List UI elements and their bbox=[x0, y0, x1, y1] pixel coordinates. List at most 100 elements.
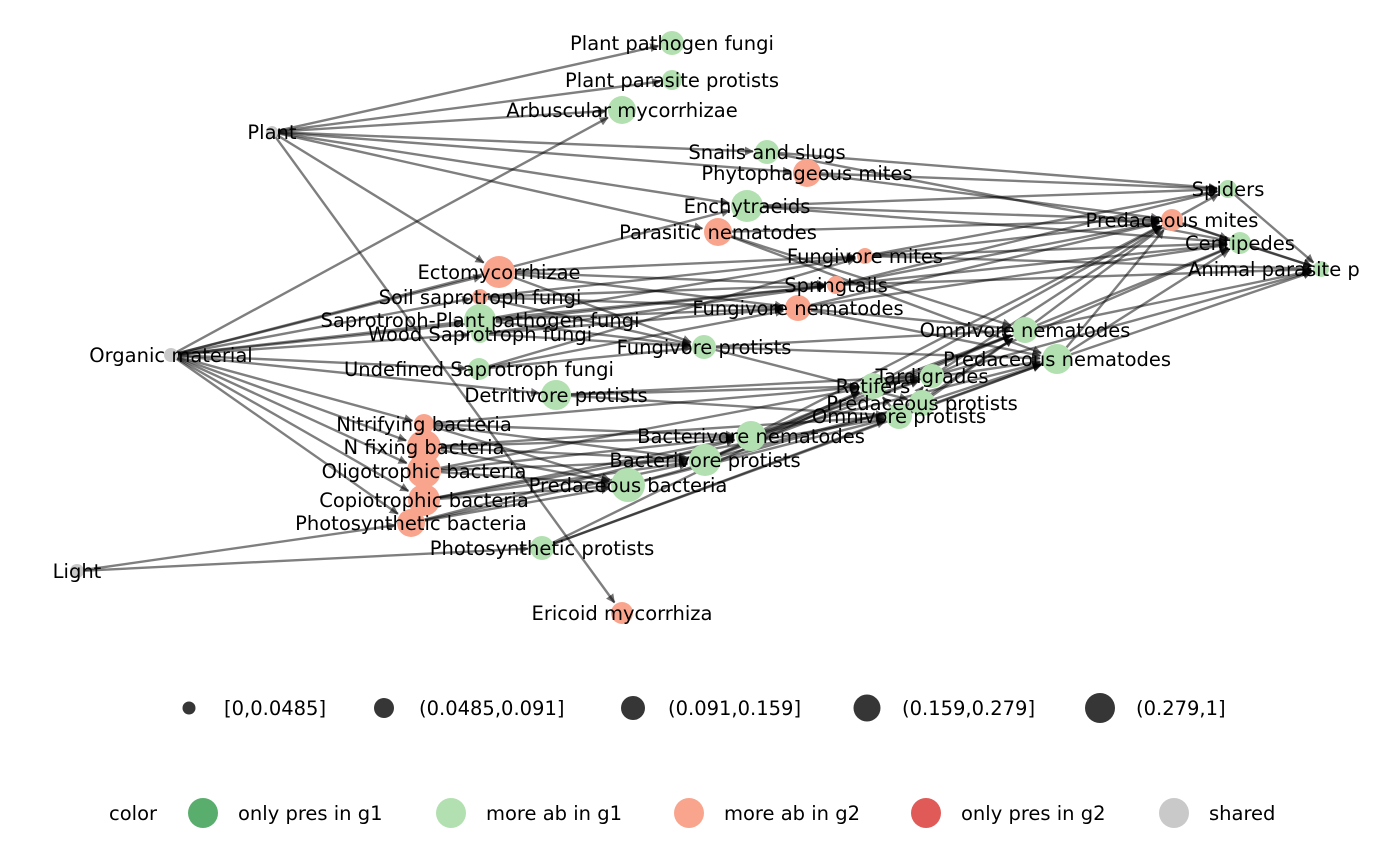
node-spiders bbox=[1219, 180, 1237, 198]
size-legend: [0,0.0485] (0.0485,0.091] (0.091,0.159] … bbox=[182, 693, 1226, 723]
node-ectomycorrhizae bbox=[483, 256, 515, 288]
node-label-photosynthetic_protists: Photosynthetic protists bbox=[430, 537, 655, 560]
node-label-copiotrophic_bacteria: Copiotrophic bacteria bbox=[319, 489, 529, 512]
color-legend-key-more-ab-g1 bbox=[436, 798, 466, 828]
node-n_fixing_bacteria bbox=[407, 430, 441, 464]
node-predaceous_mites bbox=[1161, 209, 1183, 231]
node-label-nitrifying_bacteria: Nitrifying bacteria bbox=[336, 413, 512, 436]
edge-rotifers-to-predaceous_mites bbox=[883, 225, 1162, 381]
edge-plant-to-arbuscular_mycorrhizae bbox=[277, 107, 607, 133]
size-legend-dot-1 bbox=[182, 701, 196, 715]
edge-plant-to-enchytraeids bbox=[277, 131, 731, 207]
node-label-organic_material: Organic material bbox=[89, 344, 252, 367]
node-oligotrophic_bacteria bbox=[407, 454, 441, 488]
edge-plant-to-ectomycorrhizae bbox=[276, 134, 485, 264]
edge-parasitic_nematodes-to-omnivore_nematodes bbox=[730, 235, 1012, 328]
node-label-omnivore_nematodes: Omnivore nematodes bbox=[920, 319, 1131, 342]
edge-predaceous_bacteria-to-predaceous_protists bbox=[644, 404, 909, 482]
size-legend-label-5: (0.279,1] bbox=[1136, 697, 1226, 720]
node-parasitic_nematodes bbox=[704, 218, 732, 246]
edge-organic_material-to-oligotrophic_bacteria bbox=[176, 356, 408, 465]
node-nitrifying_bacteria bbox=[414, 414, 434, 434]
edge-oligotrophic_bacteria-to-predaceous_bacteria bbox=[440, 471, 610, 488]
node-bacterivore_protists bbox=[689, 444, 721, 476]
edge-fungivore_nematodes-to-omnivore_nematodes bbox=[810, 308, 1011, 333]
node-label-wood_saprotroph_fungi: Wood Saprotroph fungi bbox=[368, 323, 592, 346]
edge-fungivore_mites-to-predaceous_mites bbox=[872, 217, 1160, 257]
color-legend-key-more-ab-g2 bbox=[674, 798, 704, 828]
edge-predaceous_bacteria-to-omnivore_protists bbox=[644, 417, 886, 482]
node-label-predaceous_nematodes: Predaceous nematodes bbox=[943, 348, 1171, 371]
edge-plant-to-phytophageous_mites bbox=[277, 131, 792, 176]
size-legend-dot-5 bbox=[1085, 693, 1115, 723]
edge-organic_material-to-photosynthetic_bacteria bbox=[176, 358, 399, 515]
edge-saprotroph_plant_pathogen_fungi-to-springtails bbox=[495, 282, 826, 320]
node-bacterivore_nematodes bbox=[736, 421, 766, 451]
edge-springtails-to-animal_parasite bbox=[844, 265, 1312, 286]
edge-fungivore_mites-to-animal_parasite bbox=[872, 255, 1312, 273]
node-label-light: Light bbox=[53, 560, 102, 583]
color-legend-label-only-pres-g1: only pres in g1 bbox=[238, 802, 383, 825]
edge-predaceous_nematodes-to-predaceous_mites bbox=[1065, 229, 1165, 349]
edge-oligotrophic_bacteria-to-rotifers bbox=[440, 385, 860, 469]
edge-oligotrophic_bacteria-to-bacterivore_nematodes bbox=[440, 434, 735, 471]
node-label-snails_slugs: Snails and slugs bbox=[688, 141, 845, 164]
node-label-predaceous_protists: Predaceous protists bbox=[826, 392, 1018, 415]
labels-layer: Plant pathogen fungi Plant parasite proti… bbox=[53, 32, 1360, 625]
edge-fungivore_nematodes-to-predaceous_mites bbox=[810, 220, 1161, 307]
edge-light-to-photosynthetic_protists bbox=[83, 544, 529, 572]
node-copiotrophic_bacteria bbox=[408, 484, 440, 516]
edge-predaceous_nematodes-to-centipedes bbox=[1069, 248, 1230, 353]
nodes-layer bbox=[70, 31, 1329, 624]
edge-undefined_saprotroph_fungi-to-fungivore_protists bbox=[489, 344, 691, 370]
node-snails_slugs bbox=[755, 140, 779, 164]
node-predaceous_nematodes bbox=[1042, 344, 1072, 374]
node-saprotroph_plant_pathogen_fungi bbox=[464, 304, 496, 336]
edge-organic_material-to-detritivore_protists bbox=[177, 354, 540, 397]
edge-parasitic_nematodes-to-predaceous_nematodes bbox=[730, 235, 1042, 355]
edge-springtails-to-centipedes bbox=[844, 240, 1228, 286]
node-label-bacterivore_protists: Bacterivore protists bbox=[609, 449, 800, 472]
edge-phytophageous_mites-to-predaceous_mites bbox=[820, 173, 1160, 222]
node-label-fungivore_protists: Fungivore protists bbox=[617, 336, 792, 359]
edge-tardigrades-to-centipedes bbox=[942, 247, 1229, 373]
edge-wood_saprotroph_fungi-to-springtails bbox=[488, 283, 826, 334]
node-label-bacterivore_nematodes: Bacterivore nematodes bbox=[637, 425, 865, 448]
color-legend: color only pres in g1 more ab in g1 more… bbox=[109, 798, 1275, 828]
node-label-undefined_saprotroph_fungi: Undefined Saprotroph fungi bbox=[344, 358, 614, 381]
node-label-plant_parasite_protists: Plant parasite protists bbox=[565, 69, 779, 92]
node-label-tardigrades: Tardigrades bbox=[875, 365, 989, 388]
edge-plant-to-plant_pathogen_fungi bbox=[277, 43, 660, 132]
node-phytophageous_mites bbox=[793, 159, 821, 187]
node-label-plant: Plant bbox=[247, 121, 296, 144]
node-fungivore_mites bbox=[857, 248, 873, 264]
node-label-predaceous_mites: Predaceous mites bbox=[1086, 209, 1259, 232]
edge-organic_material-to-arbuscular_mycorrhizae bbox=[176, 116, 609, 353]
edge-organic_material-to-wood_saprotroph_fungi bbox=[177, 330, 470, 356]
node-soil_saprotroph_fungi bbox=[472, 289, 488, 305]
node-predaceous_protists bbox=[909, 390, 935, 416]
color-legend-key-shared bbox=[1159, 798, 1189, 828]
edge-bacterivore_nematodes-to-predaceous_mites bbox=[763, 224, 1162, 431]
edge-photosynthetic_bacteria-to-bacterivore_protists bbox=[424, 461, 689, 522]
node-label-rotifers: Rotifers bbox=[836, 375, 911, 398]
color-legend-label-only-pres-g2: only pres in g2 bbox=[961, 802, 1106, 825]
node-photosynthetic_protists bbox=[530, 536, 554, 560]
size-legend-dot-4 bbox=[853, 694, 881, 722]
edge-undefined_saprotroph_fungi-to-fungivore_nematodes bbox=[489, 307, 785, 369]
size-legend-label-4: (0.159,0.279] bbox=[902, 697, 1035, 720]
node-label-ectomycorrhizae: Ectomycorrhizae bbox=[417, 261, 580, 284]
node-omnivore_nematodes bbox=[1012, 317, 1038, 343]
node-label-detritivore_protists: Detritivore protists bbox=[464, 384, 647, 407]
node-label-soil_saprotroph_fungi: Soil saprotroph fungi bbox=[379, 286, 582, 309]
edge-spiders-to-animal_parasite bbox=[1234, 193, 1315, 264]
node-plant bbox=[266, 126, 278, 138]
node-label-centipedes: Centipedes bbox=[1185, 232, 1295, 255]
edge-predaceous_protists-to-tardigrades bbox=[920, 388, 929, 399]
edge-enchytraeids-to-predaceous_mites bbox=[762, 205, 1160, 224]
edge-soil_saprotroph_fungi-to-fungivore_mites bbox=[487, 253, 856, 298]
node-omnivore_protists bbox=[886, 403, 912, 429]
edge-parasitic_nematodes-to-predaceous_mites bbox=[731, 216, 1160, 233]
node-plant_parasite_protists bbox=[662, 70, 682, 90]
